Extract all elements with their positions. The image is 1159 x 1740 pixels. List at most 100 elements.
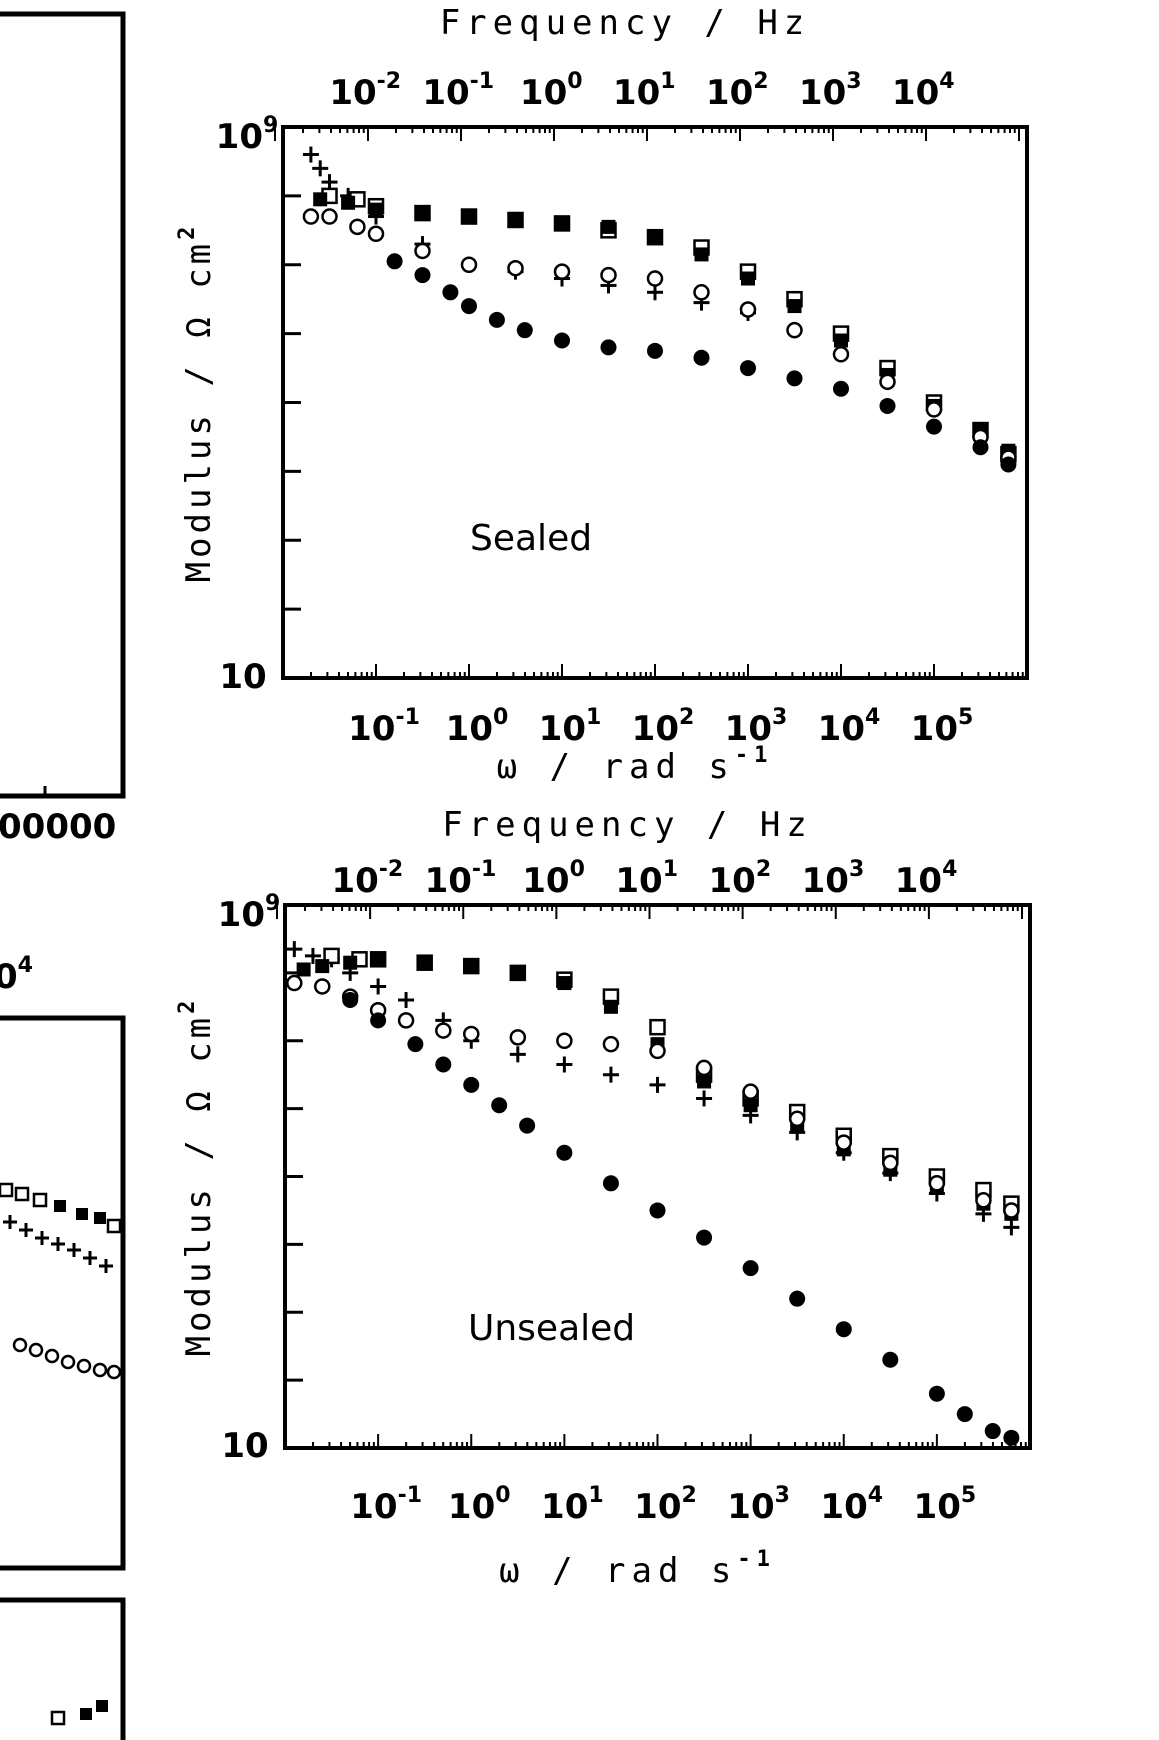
data-point-filled-square (510, 965, 525, 980)
data-point-open-circle (435, 1022, 452, 1039)
x-tick-label: 103 (727, 1483, 790, 1527)
data-point-open-circle (367, 225, 385, 243)
top-tick-label: 10-1 (422, 69, 494, 113)
left-fragment: 00000 04 (0, 11, 126, 1740)
data-point-filled-square (96, 1700, 108, 1712)
data-point-filled-square (787, 299, 802, 314)
data-point-open-circle (286, 974, 303, 992)
sealed-panel: 109 10 10-1 100 101 102 103 104 105 10-2 10-1 100 10… (175, 3, 1029, 787)
data-point-plus (312, 160, 329, 177)
data-point-filled-circle (386, 253, 403, 270)
panel-annotation: Sealed (470, 518, 592, 559)
top-tick-label: 101 (613, 69, 676, 113)
plot-frame (281, 125, 1029, 680)
top-axis-label: Frequency / Hz (440, 3, 811, 43)
data-point-filled-circle (882, 1351, 899, 1368)
left-bottom-frame (0, 1597, 126, 1740)
data-point-filled-circle (516, 322, 533, 339)
x-tick-label: 104 (818, 705, 881, 749)
series-open-square (323, 947, 1020, 1212)
data-point-open-circle (349, 218, 366, 236)
data-point-open-square (649, 1018, 666, 1036)
data-point-filled-circle (556, 1144, 573, 1161)
data-point-filled-circle (370, 1012, 387, 1029)
data-point-filled-circle (488, 311, 505, 328)
data-point-filled-square (76, 1208, 88, 1220)
data-point-open-circle (602, 1035, 620, 1053)
data-point-filled-circle (956, 1406, 973, 1423)
data-point-filled-circle (442, 284, 459, 301)
y-tick-label-top: 109 (216, 113, 279, 157)
data-point-filled-square (462, 209, 476, 224)
data-point-open-circle (975, 1192, 992, 1209)
data-point-open-circle (879, 373, 896, 391)
data-point-plus (509, 1046, 526, 1063)
data-point-open-circle (321, 208, 338, 225)
data-point-filled-circle (742, 1260, 759, 1277)
data-point-filled-square (315, 959, 330, 974)
data-point-plus (304, 947, 321, 964)
data-point-open-circle (695, 1059, 713, 1077)
data-point-filled-square (603, 999, 618, 1014)
data-point-filled-circle (693, 349, 710, 366)
data-point-open-circle (649, 1042, 666, 1060)
data-point-open-circle (646, 270, 664, 287)
x-tick-label: 10-1 (350, 1483, 422, 1527)
left-upper-frame (0, 11, 126, 799)
data-point-open-circle (509, 1029, 527, 1046)
data-point-plus (321, 174, 338, 191)
x-axis-label: ω / rad s-1 (499, 1547, 776, 1591)
data-point-filled-square (648, 230, 662, 245)
data-point-plus (83, 1251, 97, 1265)
data-point-filled-circle (1000, 456, 1017, 473)
data-point-filled-circle (414, 267, 431, 284)
data-point-filled-circle (463, 1076, 480, 1093)
top-tick-label: 100 (522, 857, 585, 901)
data-point-open-circle (397, 1012, 415, 1029)
data-point-filled-circle (1003, 1429, 1020, 1446)
panel-annotation: Unsealed (468, 1308, 635, 1349)
data-point-filled-square (555, 216, 569, 231)
data-point-filled-circle (519, 1117, 536, 1134)
data-point-plus (3, 1215, 17, 1229)
data-point-filled-square (743, 1098, 758, 1113)
x-tick-label: 101 (541, 1483, 604, 1527)
data-point-filled-square (80, 1708, 92, 1720)
data-point-plus (35, 1231, 49, 1245)
data-point-plus (398, 992, 415, 1009)
y-tick-label-bottom: 10 (219, 657, 266, 697)
data-point-filled-square (697, 1074, 712, 1089)
data-point-filled-square (464, 959, 479, 974)
data-point-open-circle (928, 1175, 946, 1192)
top-tick-label: 100 (520, 69, 583, 113)
x-tick-label: 10-1 (348, 705, 420, 749)
data-point-open-circle (556, 1032, 573, 1049)
data-point-open-circle (882, 1154, 899, 1172)
data-point-filled-circle (407, 1036, 424, 1053)
top-tick-label: 104 (895, 857, 958, 901)
data-point-open-circle (60, 1354, 76, 1370)
data-point-filled-circle (647, 342, 663, 359)
data-point-filled-square (557, 976, 572, 991)
data-point-open-circle (314, 978, 331, 995)
data-point-open-circle (44, 1348, 60, 1364)
series-filled-circle (342, 992, 1020, 1446)
y-tick-label-bottom: 10 (221, 1426, 268, 1466)
data-point-open-circle (28, 1342, 44, 1358)
data-point-open-circle (92, 1362, 108, 1378)
data-point-open-square (106, 1218, 122, 1234)
data-point-plus (370, 978, 387, 995)
data-point-open-circle (600, 266, 617, 284)
data-point-filled-circle (984, 1423, 1001, 1440)
data-point-filled-square (371, 952, 386, 967)
data-point-plus (99, 1259, 113, 1273)
data-point-plus (696, 1090, 713, 1107)
series-open-circle (302, 208, 1017, 466)
data-point-filled-square (313, 192, 328, 207)
y-axis-label: Modulus / Ω cm2 (175, 223, 219, 583)
data-point-filled-circle (786, 370, 803, 387)
data-point-filled-circle (928, 1385, 945, 1402)
data-point-plus (19, 1223, 33, 1237)
data-point-filled-circle (835, 1321, 852, 1338)
data-point-plus (556, 1056, 573, 1073)
